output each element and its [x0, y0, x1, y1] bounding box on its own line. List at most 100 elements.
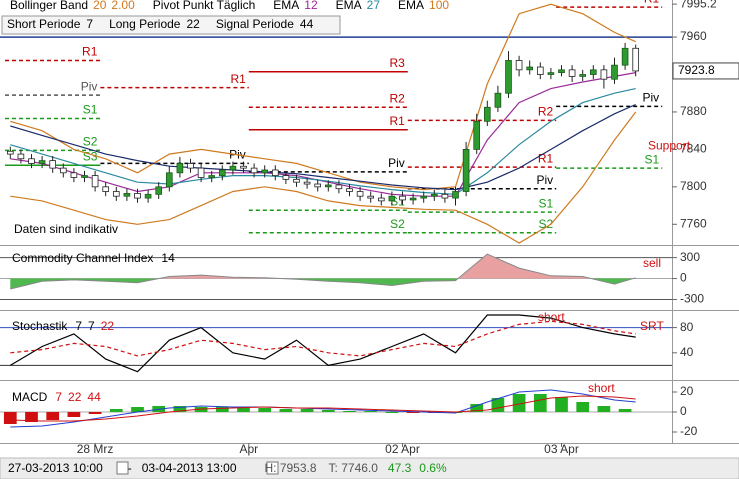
pivot-label: R1 — [538, 151, 554, 165]
legend-name: EMA — [273, 0, 299, 12]
histogram-bar — [385, 412, 399, 413]
setting-value: 22 — [186, 17, 200, 31]
pivot-label: R3 — [389, 56, 405, 70]
date-to: 03-04-2013 13:00 — [142, 461, 237, 475]
y-tick-label: 7840 — [680, 142, 707, 156]
candle-body — [483, 106, 491, 122]
y-tick-label: -20 — [680, 424, 698, 438]
candle-body — [632, 47, 640, 72]
y-tick-label: 80 — [680, 320, 694, 334]
panel-param: 7 — [88, 319, 95, 333]
histogram-bar — [406, 412, 420, 413]
candle-body — [568, 69, 576, 77]
setting-label: Signal Periode — [216, 17, 294, 31]
y-tick-label: -300 — [680, 292, 704, 306]
legend-name: Pivot Punkt Täglich — [153, 0, 256, 12]
calendar-icon[interactable] — [266, 461, 279, 475]
legend-param: 100 — [429, 0, 449, 12]
histogram-bar — [237, 408, 250, 412]
legend-param: 20 — [93, 0, 107, 12]
histogram-bar — [88, 412, 102, 414]
histogram-bar — [597, 406, 611, 412]
candle-body — [165, 172, 173, 188]
candle-body — [293, 178, 300, 183]
annotation: short — [588, 381, 615, 395]
candle-body — [144, 193, 152, 199]
candle-body — [441, 193, 449, 199]
candle-body — [38, 160, 46, 164]
histogram-bar — [576, 402, 590, 412]
y-tick-label: 7800 — [680, 179, 707, 193]
separator: - — [128, 461, 132, 475]
calendar-icon[interactable] — [116, 461, 129, 475]
y-tick-label: 7760 — [680, 216, 707, 230]
candle-body — [123, 192, 131, 197]
pivot-label: S2 — [539, 217, 554, 231]
legend-param: 12 — [304, 0, 318, 12]
y-tick-label: 300 — [680, 250, 700, 264]
candle-body — [452, 191, 459, 199]
pivot-label: S1 — [539, 196, 554, 210]
histogram-bar — [279, 409, 293, 412]
annotation: Daten sind indikativ — [14, 222, 118, 236]
candle-body — [367, 195, 375, 199]
histogram-bar — [533, 394, 547, 412]
histogram-bar — [555, 397, 568, 412]
legend-name: EMA — [398, 0, 424, 12]
status-bar — [0, 457, 739, 479]
candle-body — [377, 197, 385, 202]
last-price-label: 7923.8 — [678, 63, 715, 77]
candle-body — [558, 69, 565, 74]
x-tick-label: Apr — [239, 442, 258, 456]
candle-body — [303, 181, 311, 185]
legend-bg — [2, 0, 362, 13]
candle-body — [526, 66, 534, 71]
x-tick-label: 03 Apr — [544, 442, 579, 456]
panel-title: Commodity Channel Index — [12, 251, 153, 265]
y-tick-label: 7880 — [680, 104, 707, 118]
pivot-label: S2 — [390, 217, 405, 231]
low-value: T: 7746.0 — [329, 461, 379, 475]
annotation: SRT — [640, 319, 664, 333]
candle-body — [271, 169, 279, 177]
y-tick-label: 40 — [680, 345, 694, 359]
pivot-label: R1 — [389, 114, 405, 128]
candle-body — [91, 175, 99, 188]
candle-body — [536, 66, 544, 75]
panel-title: Stochastik — [12, 319, 68, 333]
panel-param: 7 — [75, 319, 82, 333]
y-tick-label: 7960 — [680, 29, 707, 43]
candle-body — [473, 120, 481, 150]
pivot-label: R2 — [538, 105, 554, 119]
stoch-line — [10, 320, 636, 357]
change-pct: 0.6% — [419, 461, 447, 475]
candle-body — [229, 165, 237, 171]
pivot-label: R1 — [82, 45, 98, 59]
legend-name: Bollinger Band — [10, 0, 88, 12]
panel-param: 14 — [161, 251, 175, 265]
panel-param: 44 — [87, 390, 101, 404]
histogram-bar — [173, 406, 187, 412]
histogram-bar — [300, 409, 314, 412]
histogram-bar — [131, 407, 144, 412]
indicator-line — [10, 111, 637, 244]
high-value: H: 7953.8 — [265, 461, 317, 475]
candle-body — [176, 163, 184, 174]
histogram-bar — [215, 407, 229, 412]
setting-value: 44 — [300, 17, 314, 31]
candle-body — [28, 158, 35, 164]
change-value: 47.3 — [388, 461, 412, 475]
pivot-label: S2 — [83, 135, 98, 149]
candle-body — [399, 195, 406, 201]
candle-body — [505, 60, 512, 94]
panel-title: MACD — [12, 390, 48, 404]
candle-body — [579, 74, 587, 77]
candle-body — [420, 195, 428, 199]
setting-value: 7 — [86, 17, 93, 31]
candle-body — [515, 60, 523, 71]
legend-param: 2.00 — [111, 0, 135, 12]
candle-body — [155, 186, 163, 195]
candle-body — [49, 160, 57, 169]
